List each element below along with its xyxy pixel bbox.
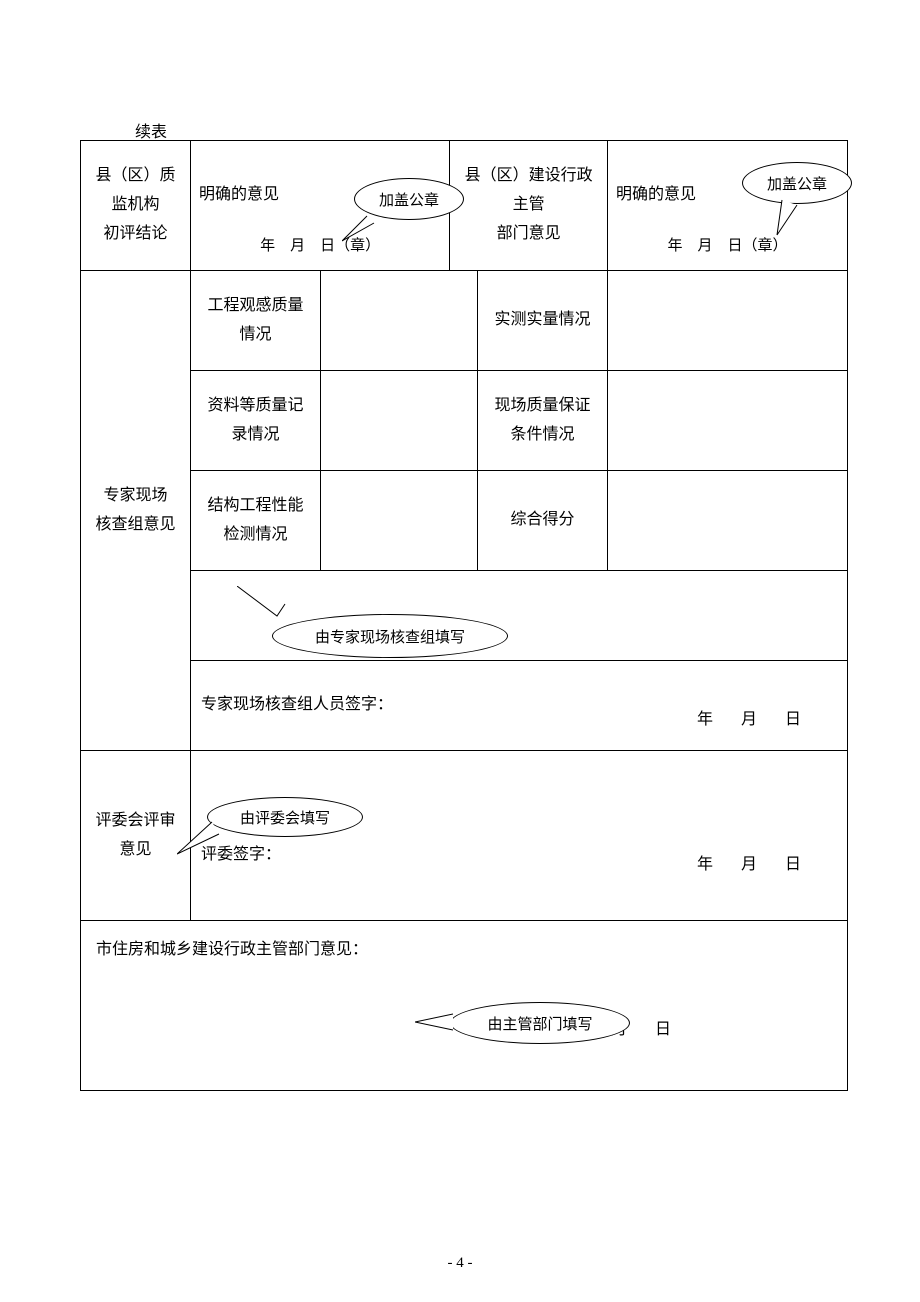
e-r2c1-l2: 录情况 — [231, 426, 279, 443]
expert-side: 专家现场 核查组意见 — [81, 271, 191, 751]
final-row: 市住房和城乡建设行政主管部门意见： 年 月 日 — [81, 921, 848, 1091]
review-side: 评委会评审意见 — [81, 751, 191, 921]
e-r2c1-l1: 资料等质量记 — [207, 397, 303, 414]
r1c2-date: 年 月 日（章） — [191, 233, 449, 260]
r1-c1: 县（区）质监机构 初评结论 — [81, 141, 191, 271]
continuation-label: 续表 — [135, 118, 167, 142]
r1c4-date: 年 月 日（章） — [608, 233, 847, 260]
r1-c3: 县（区）建设行政主管 部门意见 — [450, 141, 608, 271]
e-sig-date: 年 月 日 — [697, 706, 807, 735]
final-label: 市住房和城乡建设行政主管部门意见： — [96, 936, 832, 965]
e-sig-row: 专家现场核查组人员签字： 年 月 日 — [191, 661, 848, 751]
expert-side-l2: 核查组意见 — [95, 516, 175, 533]
e-r1c1-l2: 情况 — [239, 326, 271, 343]
r1-c2: 明确的意见 年 月 日（章） — [191, 141, 450, 271]
e-r3c1-l2: 检测情况 — [223, 526, 287, 543]
r1c1-l2: 初评结论 — [103, 225, 167, 242]
e-r3c2 — [321, 471, 478, 571]
final-date: 年 月 日 — [567, 1016, 677, 1045]
e-r2c3-l1: 现场质量保证 — [494, 397, 590, 414]
r1c1-l1: 县（区）质监机构 — [95, 167, 175, 213]
e-r3c1-l1: 结构工程性能 — [207, 497, 303, 514]
e-r1c4 — [608, 271, 848, 371]
e-r2c2 — [321, 371, 478, 471]
form-table: 县（区）质监机构 初评结论 明确的意见 年 月 日（章） 县（区）建设行政主管 … — [80, 140, 848, 1091]
r1-c4: 明确的意见 年 月 日（章） — [608, 141, 848, 271]
e-r1c1: 工程观感质量 情况 — [191, 271, 321, 371]
e-r2c4 — [608, 371, 848, 471]
r1c3-l2: 部门意见 — [497, 225, 561, 242]
e-r3c3: 综合得分 — [478, 471, 608, 571]
review-body: 评委签字： 年 月 日 — [191, 751, 848, 921]
e-r1c3: 实测实量情况 — [478, 271, 608, 371]
r1c2-opinion: 明确的意见 — [199, 181, 441, 210]
e-r2c3-l2: 条件情况 — [510, 426, 574, 443]
e-r3c4 — [608, 471, 848, 571]
e-r3c1: 结构工程性能 检测情况 — [191, 471, 321, 571]
e-r2c3: 现场质量保证 条件情况 — [478, 371, 608, 471]
review-date: 年 月 日 — [697, 851, 807, 880]
e-sig-label: 专家现场核查组人员签字： — [201, 696, 393, 713]
expert-side-l1: 专家现场 — [103, 487, 167, 504]
e-r1c1-l1: 工程观感质量 — [207, 297, 303, 314]
e-r2c1: 资料等质量记 录情况 — [191, 371, 321, 471]
r1c4-opinion: 明确的意见 — [616, 181, 839, 210]
page-number: - 4 - — [0, 1255, 920, 1272]
e-blank — [191, 571, 848, 661]
e-r1c2 — [321, 271, 478, 371]
r1c3-l1: 县（区）建设行政主管 — [465, 167, 593, 213]
